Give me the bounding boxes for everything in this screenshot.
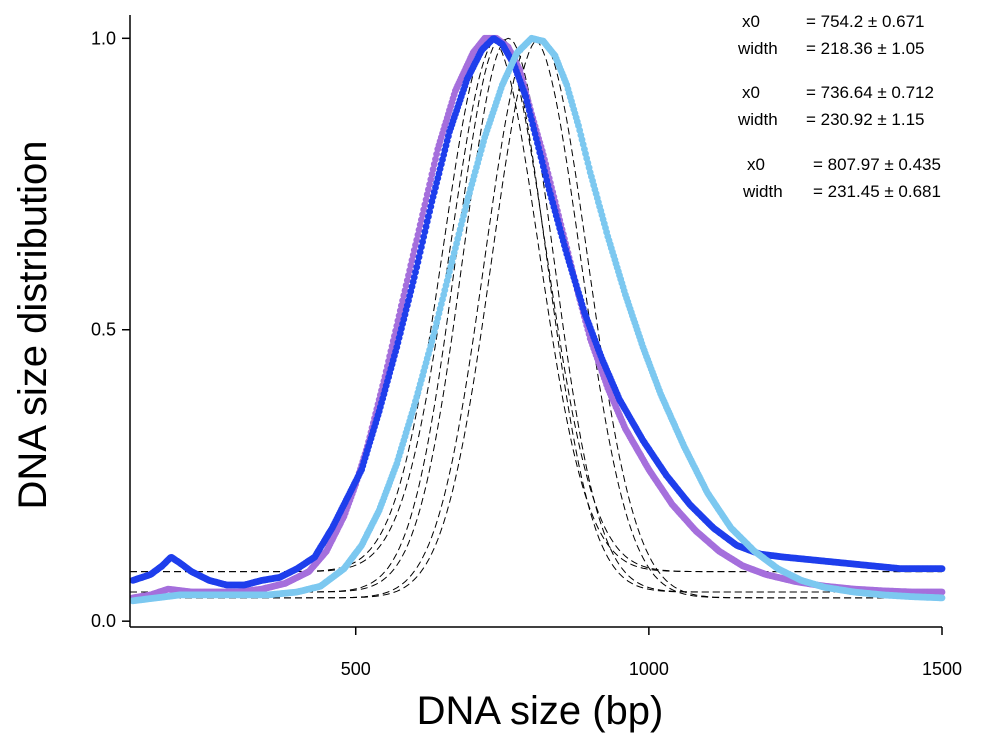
series-3-point: [938, 594, 946, 602]
series-1-point: [410, 246, 418, 254]
series-3: [129, 34, 946, 605]
annot-1-width-label: width: [737, 39, 778, 58]
series-1-point: [398, 302, 405, 310]
annot-2-x0-value: = 736.64 ± 0.712: [806, 83, 934, 102]
series-2-point: [422, 223, 430, 231]
series-1-point: [408, 256, 416, 264]
series-1-point: [420, 206, 428, 214]
annot-3-width-value: = 231.45 ± 0.681: [813, 182, 941, 201]
series-1-point: [938, 588, 946, 596]
fit-annotations: x0 = 754.2 ± 0.671 width = 218.36 ± 1.05…: [737, 12, 941, 201]
axes: 500 1000 1500 0.0 0.5 1.0: [91, 15, 962, 679]
y-ticks: 0.0 0.5 1.0: [91, 28, 130, 631]
annot-3-x0-label: x0: [747, 155, 765, 174]
annot-2-x0-label: x0: [742, 83, 760, 102]
series-1-point: [418, 216, 425, 224]
series-1-point: [406, 266, 414, 274]
series-1-point: [425, 186, 432, 193]
x-tick-label-0: 500: [341, 659, 371, 679]
x-tick-label-1: 1000: [629, 659, 669, 679]
annot-1-x0-label: x0: [742, 12, 760, 31]
annot-3-width-label: width: [742, 182, 783, 201]
y-tick-label-2: 1.0: [91, 28, 116, 48]
series-1-point: [401, 287, 409, 294]
series-1-point: [429, 165, 437, 173]
series-1-point: [399, 297, 406, 304]
y-tick-label-0: 0.0: [91, 611, 116, 631]
series-2: [129, 35, 946, 589]
series-1-point: [422, 196, 430, 204]
annot-1-width-value: = 218.36 ± 1.05: [806, 39, 925, 58]
annot-1-x0-value: = 754.2 ± 0.671: [806, 12, 925, 31]
x-axis-title: DNA size (bp): [417, 689, 664, 733]
fit-curve-2-2: [130, 37, 942, 573]
series-1-point: [403, 277, 411, 284]
series-2-point: [420, 233, 428, 241]
y-axis-title: DNA size distribution: [11, 140, 55, 509]
annot-2-width-label: width: [737, 110, 778, 129]
series-1-point: [432, 155, 439, 163]
series-2-point: [418, 243, 425, 251]
series-2-point: [413, 263, 421, 271]
annot-2-width-value: = 230.92 ± 1.15: [806, 110, 925, 129]
data-series: [129, 34, 946, 605]
series-2-point: [938, 565, 946, 573]
series-1-point: [415, 226, 423, 234]
series-2-point: [410, 273, 418, 281]
x-ticks: 500 1000 1500: [341, 627, 962, 679]
y-tick-label-1: 0.5: [91, 320, 116, 340]
series-2-point: [425, 213, 432, 221]
series-2-point: [415, 253, 423, 261]
x-tick-label-2: 1500: [922, 659, 962, 679]
series-1-point: [395, 312, 403, 320]
annot-3-x0-value: = 807.97 ± 0.435: [813, 155, 941, 174]
series-1-point: [427, 176, 435, 183]
series-1-point: [413, 236, 421, 244]
series-2-point: [427, 203, 435, 211]
